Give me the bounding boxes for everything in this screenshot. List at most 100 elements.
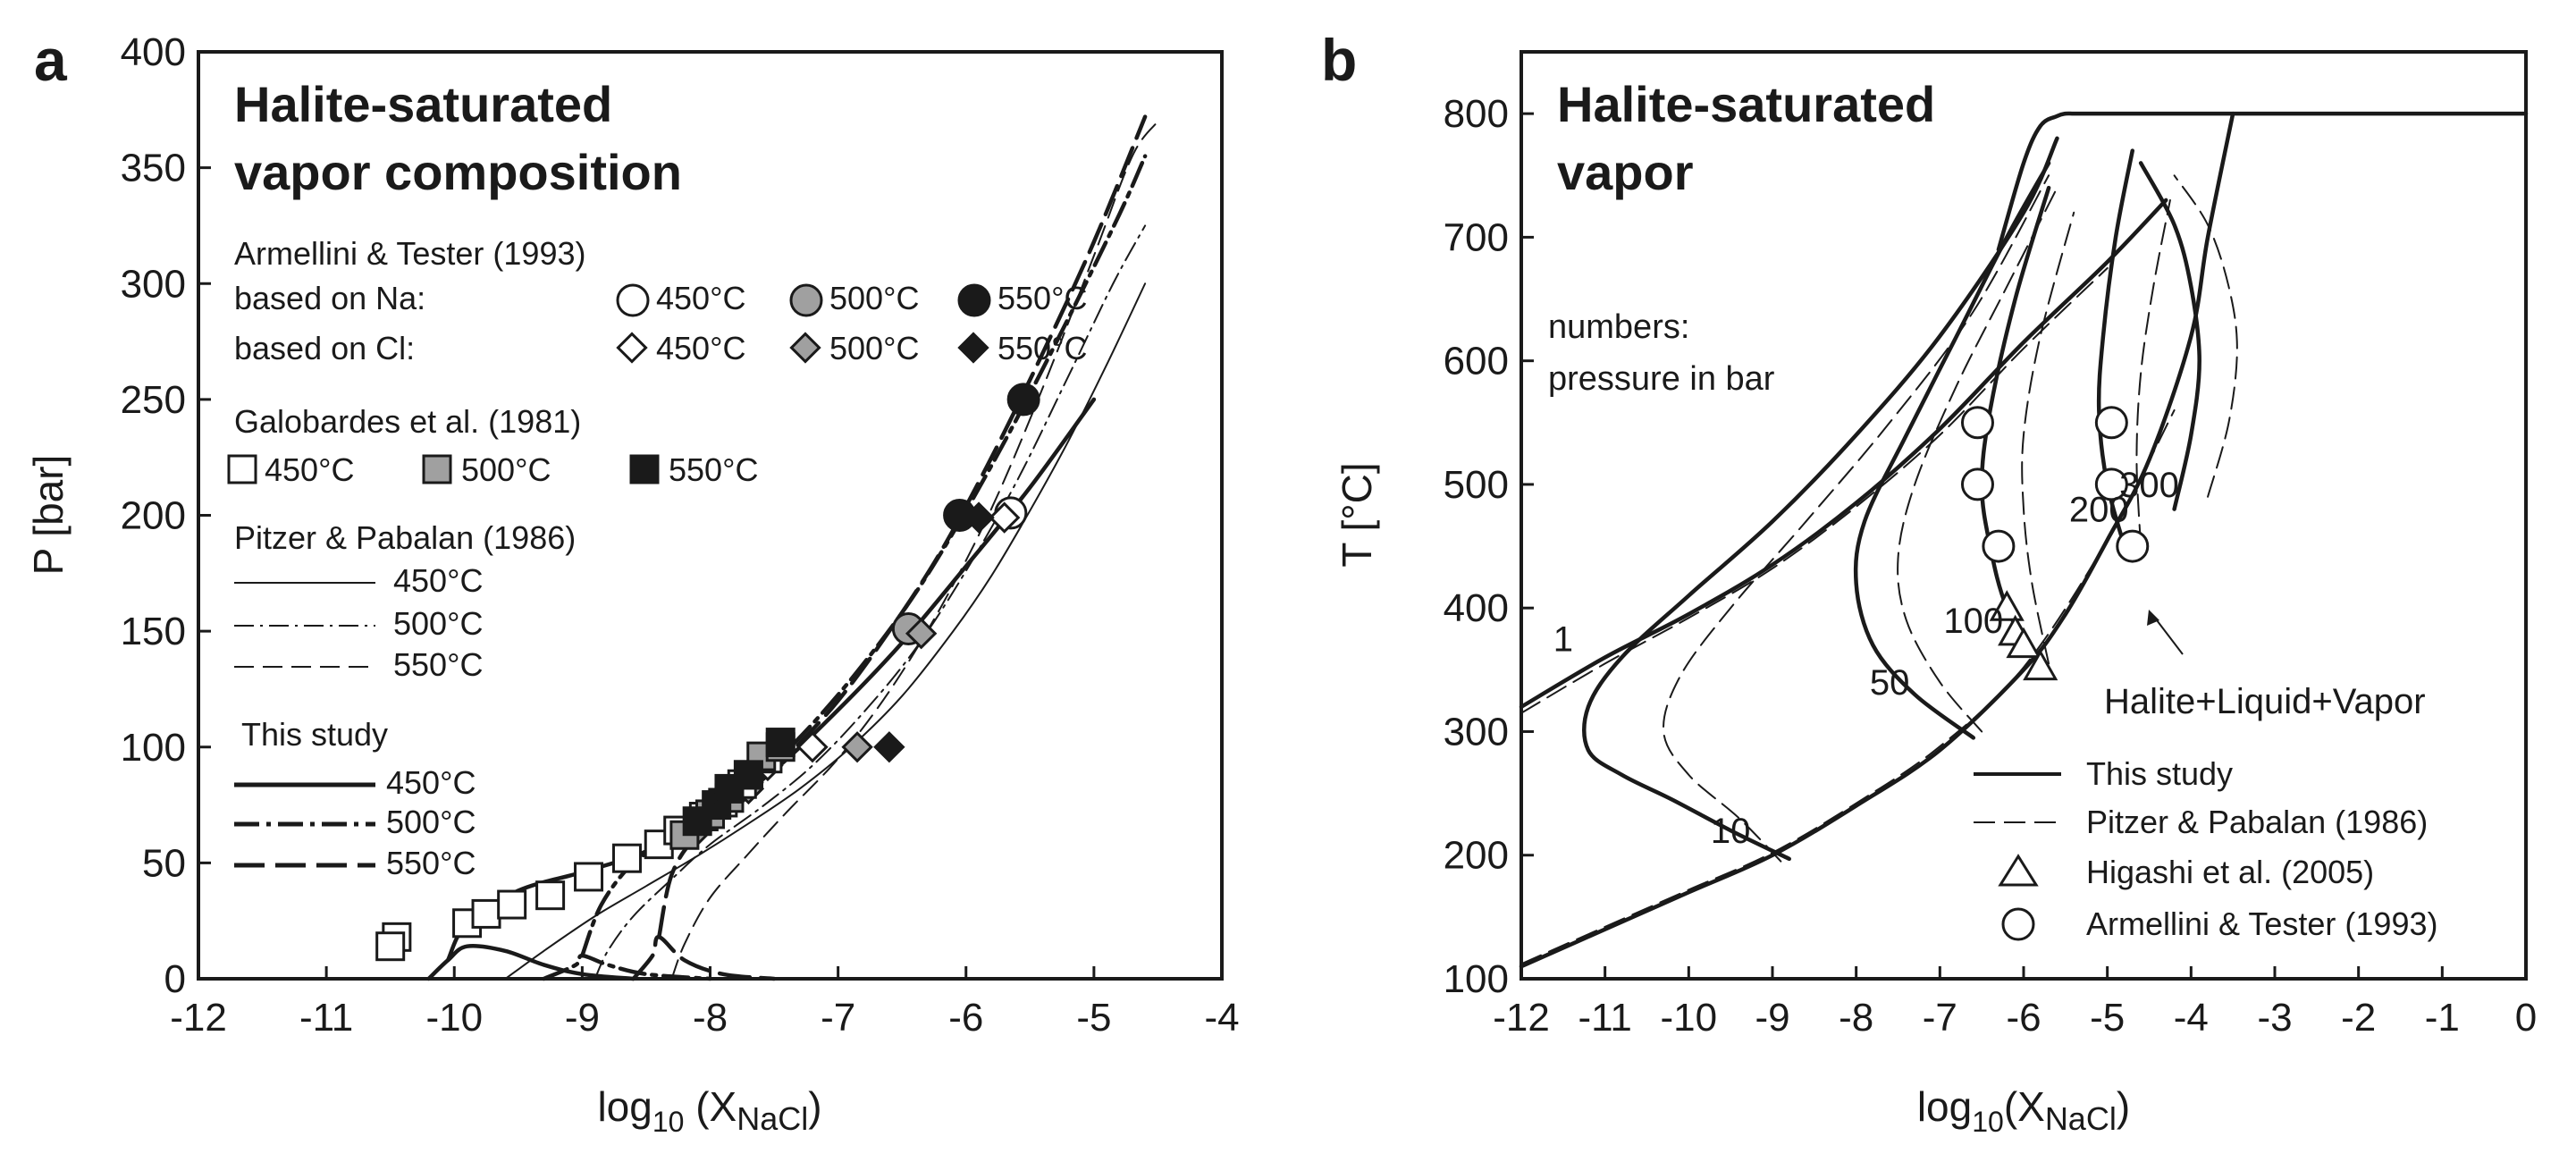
x-tick-label: 0 (2515, 996, 2537, 1040)
panel-a-y-axis-label: P [bar] (25, 455, 72, 576)
curve-pitzer-300-bar (2173, 174, 2238, 498)
legend-pitzer-450: 450°C (393, 562, 483, 599)
curve-1-bar (1519, 198, 2168, 710)
data-point-square (611, 843, 642, 873)
x-tick-label: -7 (821, 996, 855, 1040)
panel-b-x-axis: -12 -11 -10 -9 -8 -7 -6 -5 -4 -3 -2 -1 0 (1493, 966, 2537, 1040)
legend-based-na: based on Na: (234, 280, 425, 316)
panel-b-note-line1: numbers: (1548, 308, 1689, 346)
curve-450-c (426, 944, 636, 981)
panel-a-label: a (34, 27, 68, 93)
hlv-annotation: Halite+Liquid+Vapor (2104, 682, 2426, 721)
hlv-arrow-head (2147, 610, 2159, 626)
data-point-square (535, 880, 566, 911)
data-point-circle (1006, 383, 1040, 417)
curve-450-c (504, 282, 1147, 980)
legend-gal-550: 550°C (669, 451, 758, 488)
data-point-circle (2094, 406, 2128, 440)
y-tick-label: 500 (1444, 463, 1509, 507)
panel-a-x-axis-label: log10 (XNaCl) (597, 1083, 821, 1138)
legend-marker-black-circle (957, 283, 991, 317)
x-tick-label: -2 (2341, 996, 2376, 1040)
data-point-diamond (989, 501, 1021, 534)
data-point-square (375, 931, 406, 962)
legend-cl-550: 550°C (998, 330, 1087, 366)
panel-a-points (375, 383, 1040, 962)
legend-b-this-study: This study (2086, 755, 2233, 792)
panel-b-note-line2: pressure in bar (1548, 360, 1775, 398)
data-point-diamond (873, 731, 905, 763)
isobar-label: 300 (2119, 466, 2179, 505)
data-point-square (471, 898, 501, 929)
y-tick-label: 200 (1444, 834, 1509, 878)
data-point-square (574, 862, 604, 892)
x-tick-label: -12 (1493, 996, 1550, 1040)
panel-b-y-axis: 100 200 300 400 500 600 700 800 (1444, 92, 1534, 1001)
curve-500-c (593, 224, 1147, 980)
panel-a-y-axis: 0 50 100 150 200 250 300 350 400 (121, 30, 211, 1001)
y-tick-label: 150 (121, 610, 186, 653)
legend-marker-gray-circle (789, 283, 823, 317)
data-point-triangle (2023, 649, 2058, 681)
legend-b-higashi: Higashi et al. (2005) (2086, 854, 2374, 890)
data-point-square (497, 889, 527, 920)
curve-pitzer-1-bar (1520, 266, 2109, 714)
data-point-diamond (963, 501, 995, 534)
panel-b-title-line2: vapor (1557, 144, 1694, 200)
x-tick-label: -6 (2006, 996, 2041, 1040)
data-point-diamond (796, 731, 829, 763)
curve-50-bar (1853, 161, 2051, 740)
isobar-label: 10 (1711, 812, 1751, 851)
curve-hlv (1519, 111, 2235, 969)
data-point-circle (1960, 406, 1994, 440)
panel-b-legend: This study Pitzer & Pabalan (1986) Higas… (1974, 755, 2438, 942)
y-tick-label: 800 (1444, 92, 1509, 136)
x-tick-label: -10 (1661, 996, 1718, 1040)
y-tick-label: 50 (142, 841, 186, 885)
panel-a-legend: Armellini & Tester (1993) based on Na: 4… (227, 235, 1087, 881)
data-point-circle (1960, 467, 1994, 501)
curve-300-bar (2138, 161, 2201, 511)
x-tick-label: -6 (948, 996, 983, 1040)
legend-marker-open-square (227, 454, 257, 484)
curve-500-c (542, 953, 712, 981)
y-tick-label: 300 (1444, 710, 1509, 754)
data-point-diamond (905, 618, 938, 650)
legend-b-marker-circle (2001, 907, 2035, 941)
data-point-triangle (2006, 627, 2041, 659)
x-tick-label: -9 (565, 996, 600, 1040)
curve-pitzer-100-bar (2021, 211, 2075, 665)
legend-pitzer-title: Pitzer & Pabalan (1986) (234, 519, 576, 556)
legend-this-550: 550°C (386, 845, 476, 881)
legend-b-pitzer: Pitzer & Pabalan (1986) (2086, 804, 2428, 840)
hlv-arrow-line (2153, 616, 2184, 655)
panel-b-points (1960, 406, 2150, 681)
panel-a-title: Halite-saturated (234, 76, 612, 132)
panel-b-title: Halite-saturated (1557, 76, 1935, 132)
panel-a: a 0 50 100 150 200 250 300 350 400 -12 -11 -10 -9 -8… (25, 27, 1240, 1138)
x-tick-label: -8 (1839, 996, 1873, 1040)
legend-b-armellini: Armellini & Tester (1993) (2086, 905, 2438, 942)
curve-pitzer-200-bar (2135, 198, 2171, 548)
curve-vapor-liquid (1996, 111, 2529, 252)
y-tick-label: 400 (121, 30, 186, 74)
legend-cl-500: 500°C (829, 330, 919, 366)
legend-na-450: 450°C (656, 280, 745, 316)
x-tick-label: -1 (2425, 996, 2460, 1040)
curve-10-bar (1582, 136, 2059, 862)
legend-cl-450: 450°C (656, 330, 745, 366)
isobar-label: 1 (1553, 620, 1573, 660)
isobar-label: 100 (1943, 602, 2003, 641)
legend-na-550: 550°C (998, 280, 1087, 316)
y-tick-label: 250 (121, 378, 186, 422)
data-point-square (765, 728, 796, 758)
legend-galobardes-title: Galobardes et al. (1981) (234, 403, 581, 440)
data-point-circle (1982, 529, 2016, 563)
curve-pitzer-50-bar (1897, 187, 2058, 733)
x-tick-label: -4 (1204, 996, 1239, 1040)
panel-b-x-axis-label: log10(XNaCl) (1917, 1083, 2130, 1138)
legend-this-study-title: This study (241, 716, 388, 753)
panel-b-y-axis-label: T [°C] (1334, 462, 1380, 567)
